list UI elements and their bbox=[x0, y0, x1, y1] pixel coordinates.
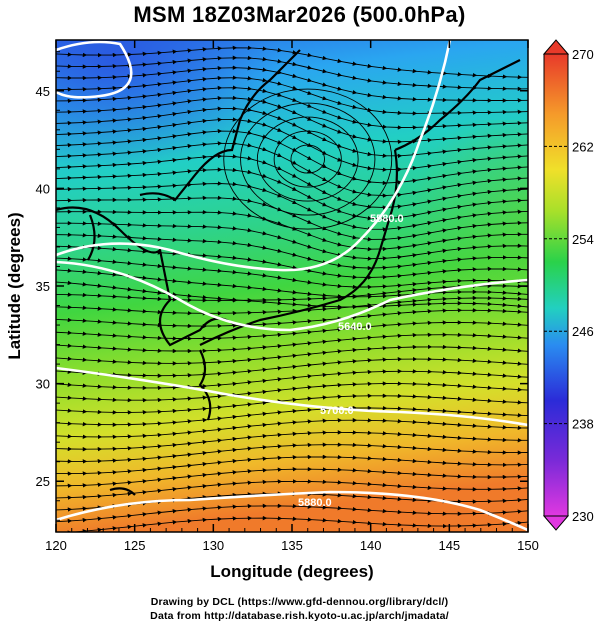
contour-label: 5580.0 bbox=[370, 213, 404, 225]
wind-streamlines bbox=[56, 45, 528, 532]
x-tick-label: 135 bbox=[281, 538, 303, 553]
map-plot: 5580.0 5700.0 5880.0 5640.0 120 125 130 135… bbox=[5, 39, 594, 581]
colorbar: 270 262 254 246 238 230 bbox=[542, 39, 594, 531]
colorbar-tick-label: 238 bbox=[572, 417, 594, 432]
streamline bbox=[56, 515, 528, 532]
contour-label: 5880.0 bbox=[298, 497, 332, 509]
coastlines bbox=[56, 49, 521, 496]
low-circulation bbox=[290, 144, 325, 174]
colorbar-tick-label: 246 bbox=[572, 324, 594, 339]
contour-label: 5700.0 bbox=[320, 405, 354, 417]
y-tick-label: 25 bbox=[36, 474, 50, 489]
map-title: MSM 18Z03Mar2026 (500.0hPa) bbox=[133, 2, 466, 27]
x-axis-label: Longitude (degrees) bbox=[210, 562, 373, 581]
x-tick-label: 130 bbox=[202, 538, 224, 553]
y-tick-label: 40 bbox=[36, 181, 50, 196]
colorbar-tick-label: 270 bbox=[572, 47, 594, 62]
temperature-field: 5580.0 5700.0 5880.0 5640.0 bbox=[56, 40, 528, 532]
y-tick-label: 35 bbox=[36, 279, 50, 294]
credit-data: Data from http://database.rish.kyoto-u.a… bbox=[150, 610, 449, 622]
y-axis: 25 30 35 40 45 bbox=[36, 51, 528, 521]
colorbar-tick-label: 262 bbox=[572, 139, 594, 154]
x-axis: 120 125 130 135 140 145 150 bbox=[45, 40, 539, 553]
x-tick-label: 140 bbox=[360, 538, 382, 553]
y-tick-label: 45 bbox=[36, 84, 50, 99]
colorbar-tick-label: 254 bbox=[572, 232, 594, 247]
contour-label: 5640.0 bbox=[338, 321, 372, 333]
height-contours bbox=[56, 40, 528, 532]
credit-drawing: Drawing by DCL (https://www.gfd-dennou.o… bbox=[150, 596, 449, 608]
low-circulation bbox=[273, 130, 342, 188]
low-circulation bbox=[223, 88, 393, 230]
x-tick-label: 120 bbox=[45, 538, 67, 553]
x-tick-label: 145 bbox=[438, 538, 460, 553]
low-circulation bbox=[240, 102, 376, 216]
x-tick-label: 125 bbox=[124, 538, 146, 553]
y-tick-label: 30 bbox=[36, 377, 50, 392]
colorbar-tick-label: 230 bbox=[572, 509, 594, 524]
y-axis-label: Latitude (degrees) bbox=[5, 212, 24, 359]
x-tick-label: 150 bbox=[517, 538, 539, 553]
contour-labels: 5580.0 5700.0 5880.0 5640.0 bbox=[298, 213, 404, 509]
low-circulation bbox=[256, 116, 359, 202]
